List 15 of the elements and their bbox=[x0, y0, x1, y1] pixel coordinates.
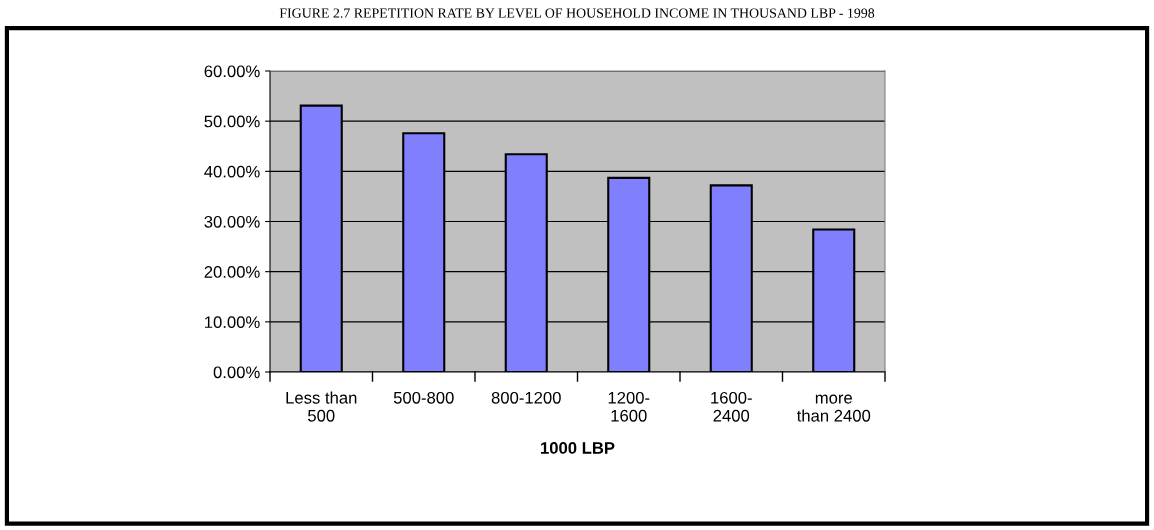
x-tick-label: Less than 500 bbox=[286, 391, 357, 422]
y-tick-label: 10.00% bbox=[205, 316, 260, 329]
y-tick-label: 20.00% bbox=[204, 266, 260, 278]
x-tick-label: more than 2400 bbox=[796, 394, 871, 422]
y-tick-label: 0.00% bbox=[213, 366, 260, 379]
chart-title: FIGURE 2.7 REPETITION RATE BY LEVEL OF HOUSEHOLD INCOME IN THOUSAND LBP - 1998 bbox=[279, 8, 875, 18]
x-tick-label: 1600- 2400 bbox=[711, 391, 752, 422]
y-tick-label: 60.00% bbox=[204, 65, 260, 78]
y-tick-label: 50.00% bbox=[204, 115, 260, 128]
x-tick-label: 800-1200 bbox=[491, 391, 561, 404]
x-tick-label: 1200- 1600 bbox=[608, 391, 650, 422]
x-axis-title: 1000 LBP bbox=[541, 442, 615, 454]
y-tick-label: 30.00% bbox=[204, 215, 260, 228]
x-tick-label: 500-800 bbox=[393, 391, 454, 404]
y-tick-label: 40.00% bbox=[204, 165, 260, 178]
